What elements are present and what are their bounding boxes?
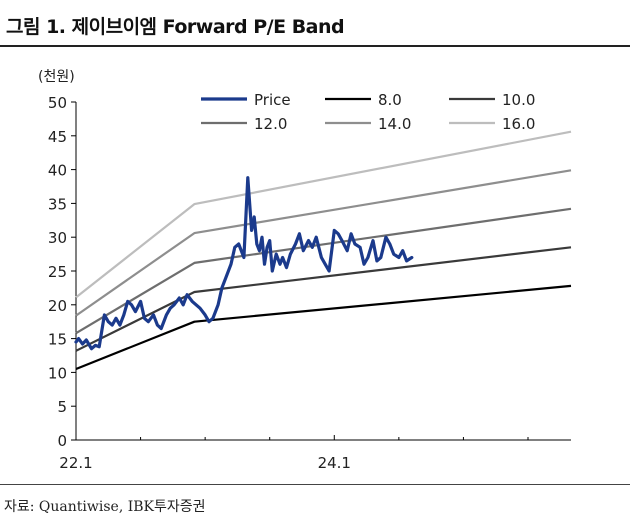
x-tick-label: 22.1	[59, 454, 92, 472]
band-line-14-0	[75, 169, 572, 317]
legend-item-8-0: 8.0	[325, 91, 402, 109]
y-tick-label: 35	[48, 195, 67, 213]
y-tick-label: 30	[48, 229, 67, 247]
y-tick-label: 0	[57, 432, 67, 450]
chart-legend: Price 8.0 10.0 12.0 14.0 16.0	[201, 91, 535, 133]
band-line-10-0	[75, 246, 572, 352]
price-line	[74, 176, 414, 351]
legend-label: 14.0	[378, 115, 411, 133]
y-tick-label: 15	[48, 331, 67, 349]
pe-band-chart: 0 5 10 15 20 25 30 35 40 45 50 22.1 24.1 Price 8.0 10.…	[48, 91, 572, 472]
legend-item-14-0: 14.0	[325, 115, 411, 133]
legend-label: Price	[254, 91, 291, 109]
y-tick-label: 50	[48, 94, 67, 112]
legend-label: 12.0	[254, 115, 287, 133]
legend-label: 8.0	[378, 91, 402, 109]
legend-label: 10.0	[502, 91, 535, 109]
band-line-12-0	[75, 207, 572, 335]
legend-item-16-0: 16.0	[449, 115, 535, 133]
legend-label: 16.0	[502, 115, 535, 133]
figure-title: 그림 1. 제이브이엠 Forward P/E Band	[6, 16, 345, 38]
legend-item-10-0: 10.0	[449, 91, 535, 109]
x-tick-label: 24.1	[318, 454, 351, 472]
band-line-8-0	[75, 284, 572, 371]
y-tick-label: 20	[48, 297, 67, 315]
y-axis-unit: (천원)	[38, 69, 75, 85]
title-divider	[0, 45, 630, 47]
source-note: 자료: Quantiwise, IBK투자증권	[4, 499, 206, 515]
y-tick-label: 25	[48, 263, 67, 281]
chart-series	[74, 130, 572, 371]
y-tick-label: 5	[57, 398, 67, 416]
chart-axes: 0 5 10 15 20 25 30 35 40 45 50 22.1 24.1	[48, 94, 571, 472]
legend-item-12-0: 12.0	[201, 115, 287, 133]
y-tick-label: 10	[48, 364, 67, 382]
band-line-16-0	[75, 130, 572, 299]
y-tick-label: 40	[48, 162, 67, 180]
source-divider	[0, 484, 630, 485]
y-tick-label: 45	[48, 128, 67, 146]
legend-item-Price: Price	[201, 91, 291, 109]
